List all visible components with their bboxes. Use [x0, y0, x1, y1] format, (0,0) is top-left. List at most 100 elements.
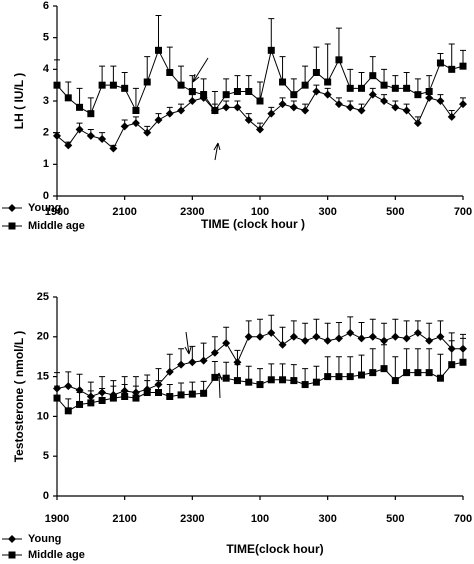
error-bar — [448, 340, 455, 365]
marker — [188, 88, 196, 95]
marker — [177, 360, 186, 369]
legend-label: Young — [28, 202, 61, 214]
marker — [200, 389, 208, 397]
marker — [210, 348, 219, 357]
marker — [76, 400, 84, 408]
marker — [358, 84, 365, 92]
x-tick-label: 500 — [386, 206, 404, 218]
marker — [87, 399, 95, 407]
marker — [166, 393, 174, 400]
marker — [425, 336, 434, 345]
marker — [391, 103, 400, 112]
y-axis-label: LH ( IU/L ) — [12, 73, 26, 129]
marker — [177, 391, 185, 399]
marker — [312, 378, 320, 386]
marker — [109, 144, 118, 153]
marker — [346, 103, 355, 112]
marker — [414, 91, 422, 99]
marker — [233, 88, 241, 95]
error-bar — [448, 43, 455, 70]
y-tick-label: 4 — [43, 63, 50, 75]
error-bar — [381, 344, 388, 369]
marker — [380, 365, 388, 373]
marker — [166, 69, 174, 76]
marker — [132, 394, 140, 402]
marker — [335, 373, 343, 381]
x-tick-label: 700 — [454, 206, 472, 218]
y-tick-label: 0 — [43, 490, 49, 502]
marker — [245, 88, 253, 95]
marker — [368, 332, 377, 341]
marker — [131, 119, 140, 128]
marker — [53, 394, 61, 402]
marker — [86, 131, 95, 140]
marker — [64, 407, 72, 415]
marker — [165, 109, 174, 118]
marker — [425, 88, 433, 95]
y-tick-label: 1 — [43, 158, 49, 170]
marker — [312, 332, 321, 341]
error-bar — [279, 56, 286, 82]
marker — [188, 390, 196, 398]
marker — [278, 340, 287, 349]
marker — [301, 336, 310, 345]
marker — [76, 103, 84, 111]
marker — [368, 90, 377, 99]
marker — [425, 369, 433, 377]
marker — [188, 97, 197, 105]
marker — [98, 396, 106, 404]
marker — [143, 389, 151, 397]
y-tick-label: 0 — [43, 190, 49, 202]
error-bar — [324, 43, 331, 82]
error-bar — [426, 348, 433, 373]
marker — [278, 100, 287, 109]
error-bar — [403, 348, 410, 373]
marker — [403, 369, 411, 377]
error-bar — [166, 46, 173, 73]
marker — [334, 334, 343, 343]
y-tick-label: 25 — [37, 291, 49, 303]
x-tick-label: 100 — [251, 206, 269, 218]
marker — [324, 78, 332, 86]
marker — [335, 56, 343, 64]
marker — [75, 125, 84, 134]
marker — [155, 389, 162, 397]
marker — [459, 62, 467, 70]
marker — [358, 371, 365, 379]
marker — [64, 382, 73, 391]
annotation-arrows — [184, 57, 223, 399]
x-tick-label: 300 — [318, 206, 336, 218]
marker — [357, 106, 366, 115]
marker — [380, 81, 388, 89]
y-tick-label: 15 — [37, 371, 49, 383]
error-bar — [369, 348, 376, 373]
marker — [267, 328, 276, 337]
arrow — [184, 331, 192, 355]
marker — [436, 332, 445, 341]
marker — [177, 106, 186, 115]
y-tick-label: 5 — [43, 32, 49, 44]
marker — [391, 332, 400, 341]
marker — [403, 84, 411, 92]
marker — [154, 116, 163, 124]
legend-label: Middle age — [28, 549, 85, 561]
marker — [301, 81, 309, 89]
x-tick-label: 2100 — [112, 513, 136, 525]
x-tick-label: 1900 — [45, 206, 69, 218]
marker — [425, 93, 434, 102]
marker — [222, 339, 231, 348]
y-tick-label: 20 — [37, 331, 49, 343]
error-bar — [414, 348, 421, 373]
marker — [289, 332, 298, 341]
error-bar — [144, 56, 151, 82]
marker — [267, 376, 275, 384]
x-tick-label: 2100 — [112, 206, 136, 218]
x-tick-label: 1900 — [45, 513, 69, 525]
marker — [301, 106, 310, 115]
y-tick-label: 10 — [37, 410, 49, 422]
marker — [143, 128, 152, 137]
marker — [222, 103, 231, 112]
marker — [256, 332, 264, 341]
marker — [8, 551, 16, 559]
marker — [267, 109, 276, 118]
